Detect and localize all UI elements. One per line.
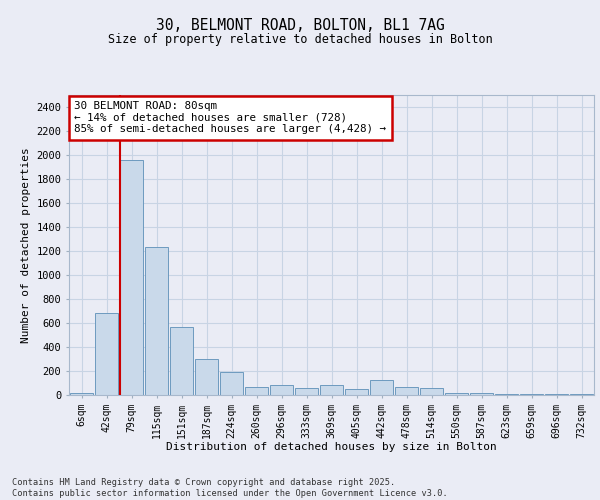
Bar [195, 359, 218, 395]
X-axis label: Distribution of detached houses by size in Bolton: Distribution of detached houses by size … [166, 442, 497, 452]
Bar [570, 394, 593, 395]
Bar [345, 389, 368, 395]
Bar [245, 386, 268, 395]
Text: 30, BELMONT ROAD, BOLTON, BL1 7AG: 30, BELMONT ROAD, BOLTON, BL1 7AG [155, 18, 445, 32]
Bar [170, 326, 193, 395]
Bar [470, 392, 493, 395]
Bar [445, 392, 468, 395]
Text: 30 BELMONT ROAD: 80sqm
← 14% of detached houses are smaller (728)
85% of semi-de: 30 BELMONT ROAD: 80sqm ← 14% of detached… [74, 101, 386, 134]
Bar [395, 386, 418, 395]
Bar [70, 392, 93, 395]
Bar [270, 385, 293, 395]
Bar [370, 380, 393, 395]
Bar [495, 394, 518, 395]
Bar [295, 388, 318, 395]
Bar [420, 388, 443, 395]
Bar [220, 372, 243, 395]
Bar [95, 314, 118, 395]
Bar [145, 248, 168, 395]
Text: Size of property relative to detached houses in Bolton: Size of property relative to detached ho… [107, 32, 493, 46]
Bar [520, 394, 543, 395]
Text: Contains HM Land Registry data © Crown copyright and database right 2025.
Contai: Contains HM Land Registry data © Crown c… [12, 478, 448, 498]
Bar [545, 394, 568, 395]
Bar [120, 160, 143, 395]
Y-axis label: Number of detached properties: Number of detached properties [21, 147, 31, 343]
Bar [320, 385, 343, 395]
